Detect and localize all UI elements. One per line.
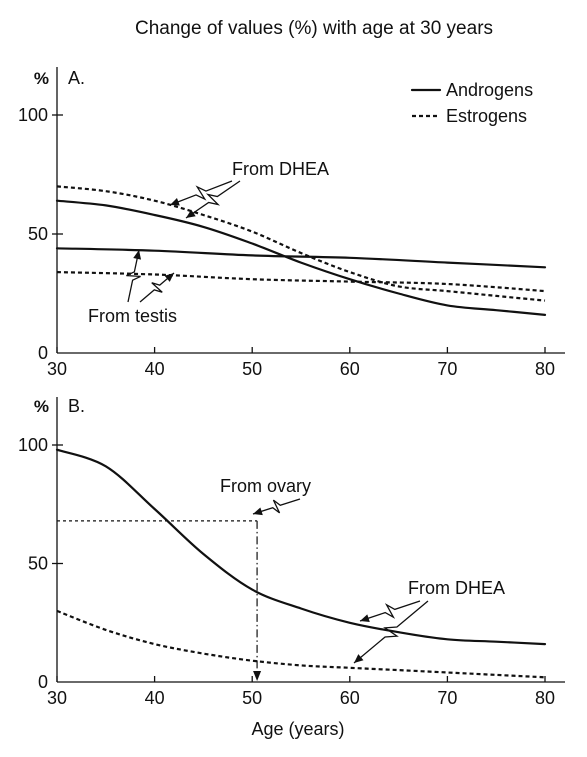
arrow-ovary-head: [253, 507, 263, 516]
arrow-dhea-b-1-head: [360, 614, 370, 622]
x-tick-label-b: 80: [535, 688, 555, 708]
series-estrogens-a-3: [56, 271, 546, 293]
arrow-dhea-a-2-head: [186, 209, 196, 218]
y-tick-label-b: 100: [18, 435, 48, 455]
x-axis-title: Age (years): [251, 719, 344, 739]
x-tick-label-a: 70: [437, 359, 457, 379]
arrow-testis-1-head: [133, 250, 142, 260]
x-tick-label-a: 40: [145, 359, 165, 379]
annotation-from-dhea-a: From DHEA: [232, 159, 329, 179]
legend-label-estrogens: Estrogens: [446, 106, 527, 126]
arrow-testis-2-head: [164, 273, 174, 282]
panel-label-a: A.: [68, 68, 85, 88]
arrow-dhea-b-1: [359, 600, 421, 622]
y-axis-unit-b: %: [34, 397, 49, 416]
chart-title: Change of values (%) with age at 30 year…: [135, 18, 493, 39]
x-tick-label-b: 70: [437, 688, 457, 708]
arrow-dhea-a-1: [169, 180, 233, 206]
arrow-testis-1: [126, 249, 141, 303]
x-tick-label-a: 30: [47, 359, 67, 379]
y-axis-unit-a: %: [34, 69, 49, 88]
ovary-drop-arrowhead: [253, 671, 262, 681]
arrow-dhea-b-2-head: [354, 654, 364, 663]
panel-a: % A. 0 50 100 30 40 50 60 70 80 Androgens Estrogens F…: [18, 67, 565, 379]
series-estrogens-b-1: [56, 609, 546, 679]
y-tick-label-a: 50: [28, 224, 48, 244]
annotation-from-ovary: From ovary: [220, 476, 311, 496]
y-tick-label-b: 50: [28, 554, 48, 574]
arrow-dhea-a-1-head: [170, 198, 180, 206]
series-androgens-b-0: [55, 448, 547, 646]
arrow-testis-2: [139, 272, 175, 303]
x-tick-label-a: 60: [340, 359, 360, 379]
y-tick-label-b: 0: [38, 672, 48, 692]
panel-label-b: B.: [68, 396, 85, 416]
y-tick-label-a: 100: [18, 105, 48, 125]
arrow-ovary: [252, 498, 301, 515]
x-tick-label-b: 40: [145, 688, 165, 708]
x-tick-label-a: 80: [535, 359, 555, 379]
series-androgens-a-0: [55, 199, 547, 316]
x-tick-label-a: 50: [242, 359, 262, 379]
panel-b: % B. 0 50 100 30 40 50 60 70 80 From ovary From DHEA…: [18, 396, 565, 739]
annotation-from-testis: From testis: [88, 306, 177, 326]
arrow-dhea-a-2: [185, 180, 241, 219]
legend-label-androgens: Androgens: [446, 80, 533, 100]
x-tick-label-b: 60: [340, 688, 360, 708]
arrow-dhea-b-2: [353, 600, 429, 664]
series-estrogens-a-2: [56, 185, 546, 302]
x-tick-label-b: 30: [47, 688, 67, 708]
x-tick-label-b: 50: [242, 688, 262, 708]
series-androgens-a-1: [55, 247, 547, 269]
annotation-from-dhea-b: From DHEA: [408, 578, 505, 598]
y-tick-label-a: 0: [38, 343, 48, 363]
